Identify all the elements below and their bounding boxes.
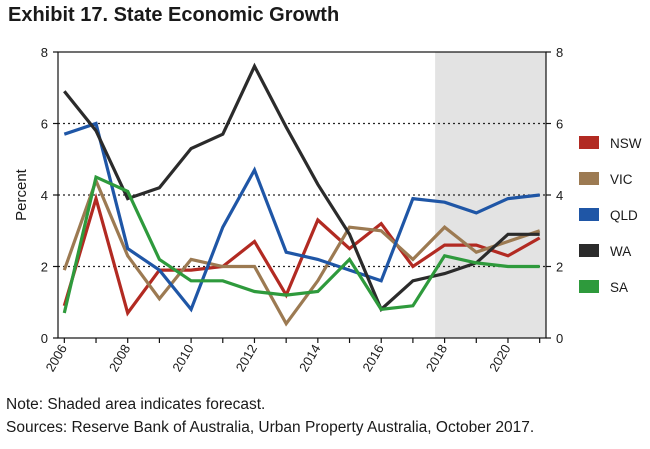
y-tick-label-left: 0 [41,331,48,346]
series-line-sa [62,174,540,314]
x-tick-label: 2020 [486,342,513,375]
y-axis-title: Percent [13,168,30,221]
legend-label-sa: SA [610,280,628,295]
x-tick-label: 2018 [423,342,450,375]
legend-swatch-sa [579,280,599,293]
y-tick-label-left: 4 [41,188,48,203]
y-tick-label-right: 8 [556,45,563,60]
chart-note: Note: Shaded area indicates forecast. [6,396,266,413]
legend-swatch-wa [579,244,599,257]
y-tick-label-right: 0 [556,331,563,346]
y-tick-label-left: 6 [41,117,48,132]
y-tick-label-right: 6 [556,117,563,132]
legend-label-wa: WA [610,244,631,259]
y-tick-label-left: 2 [41,260,48,275]
x-tick-label: 2012 [233,342,260,375]
legend-label-qld: QLD [610,208,638,223]
x-tick-label: 2016 [359,342,386,375]
series-line-wa [63,62,540,313]
line-chart: 0 0 2 2 4 4 6 6 8 8 2006 2008 2010 2012 2014 2016 2018 20… [13,45,642,375]
x-tick-label: 2010 [169,342,196,375]
legend-swatch-vic [579,172,599,185]
y-tick-label-left: 8 [41,45,48,60]
chart-sources: Sources: Reserve Bank of Australia, Urba… [6,419,535,436]
x-tick-label: 2014 [296,342,323,375]
x-tick-label: 2006 [42,342,69,375]
series-line-qld [63,121,540,313]
y-tick-label-right: 4 [556,188,563,203]
series-line-nsw [62,192,541,317]
series-line-vic [62,176,541,327]
legend-label-nsw: NSW [610,136,642,151]
legend-swatch-nsw [579,136,599,149]
chart-title: Exhibit 17. State Economic Growth [8,4,340,26]
legend-label-vic: VIC [610,172,633,187]
legend-swatch-qld [579,208,599,221]
x-tick-label: 2008 [106,342,133,375]
y-tick-label-right: 2 [556,260,563,275]
